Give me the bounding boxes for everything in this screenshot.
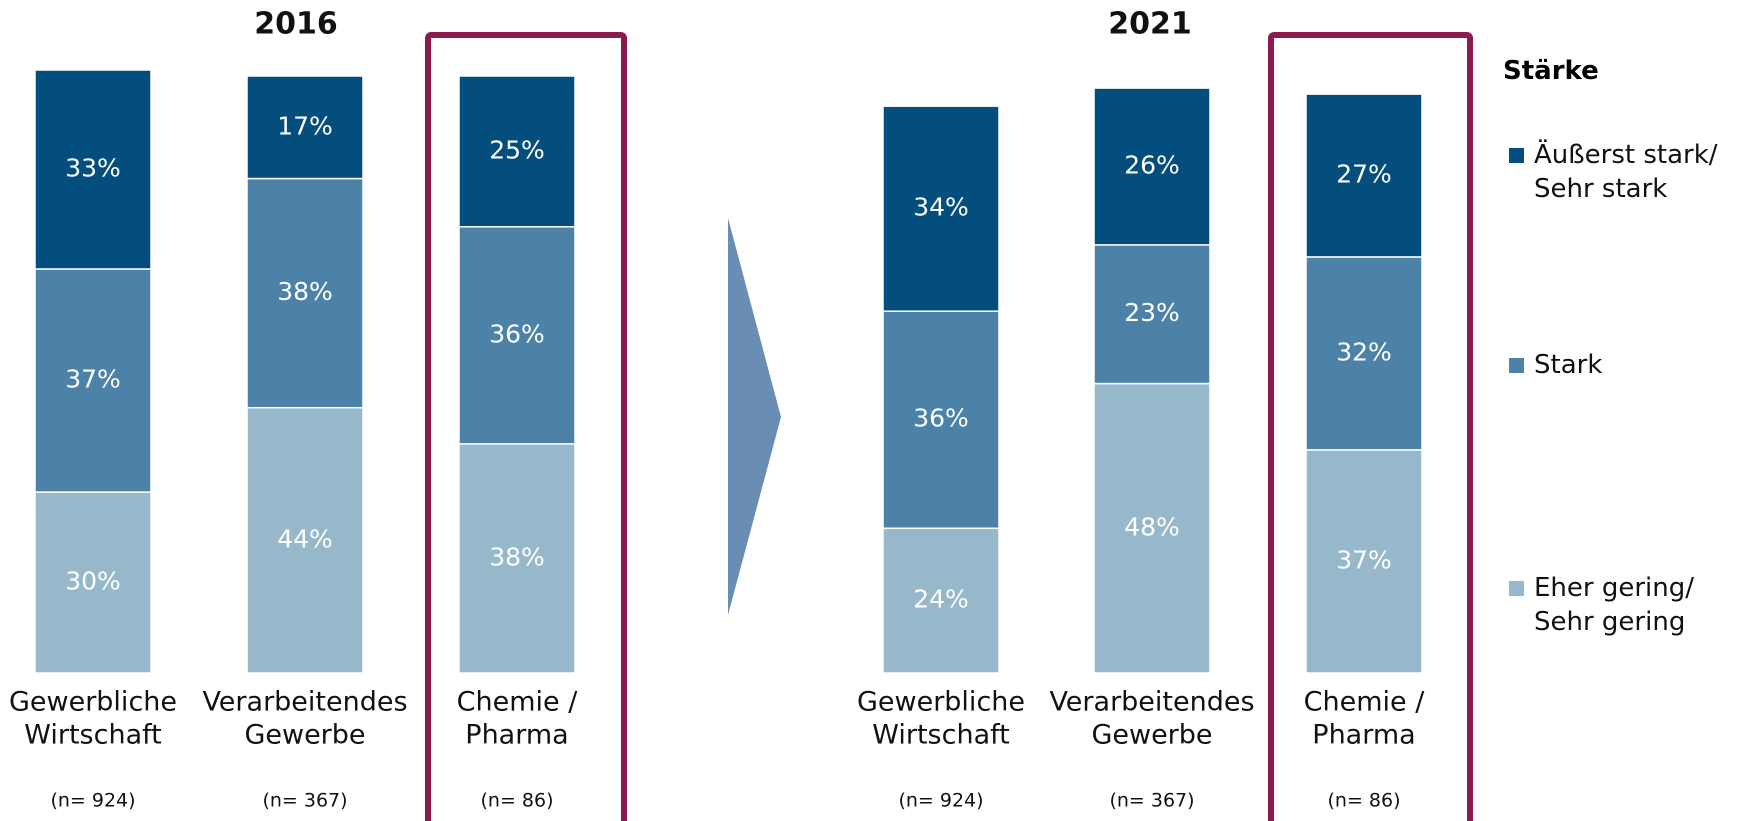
category-label: Gewerbliche (9, 687, 177, 718)
value-label: 44% (277, 524, 333, 553)
value-label: 38% (277, 277, 333, 306)
category-label: Wirtschaft (24, 720, 161, 751)
category-label: Pharma (1312, 720, 1415, 751)
category-label: Gewerbe (244, 720, 365, 751)
value-label: 30% (65, 567, 121, 596)
bar-segment (1305, 449, 1423, 674)
category-label: Chemie / (457, 687, 579, 718)
legend-title: Stärke (1503, 56, 1599, 86)
value-label: 36% (913, 404, 969, 433)
bar-segment (1305, 93, 1423, 258)
sample-size: (n= 924) (898, 790, 983, 812)
value-label: 48% (1124, 512, 1180, 541)
value-label: 38% (489, 542, 545, 571)
bar-segment (458, 75, 576, 228)
category-label: Chemie / (1304, 687, 1426, 718)
sample-size: (n= 924) (50, 790, 135, 812)
bar-segment (882, 105, 1000, 312)
sample-size: (n= 367) (262, 790, 347, 812)
bar-segment (246, 177, 364, 409)
bar-segment (882, 527, 1000, 674)
sample-size: (n= 367) (1109, 790, 1194, 812)
chart-title: 2021 (1108, 7, 1192, 42)
bar-segment (1093, 87, 1211, 246)
category-label: Pharma (465, 720, 568, 751)
bar-segment (458, 226, 576, 445)
category-label: Verarbeitendes (202, 687, 407, 718)
value-label: 36% (489, 319, 545, 348)
value-label: 27% (1336, 160, 1392, 189)
bar-segment (882, 310, 1000, 530)
arrow (728, 218, 781, 615)
value-label: 34% (913, 193, 969, 222)
value-label: 37% (65, 365, 121, 394)
bar-segment (246, 406, 364, 674)
bar-segment (458, 443, 576, 674)
legend-label: Stark (1534, 350, 1603, 380)
value-label: 37% (1336, 545, 1392, 574)
value-label: 32% (1336, 337, 1392, 366)
value-label: 23% (1124, 298, 1180, 327)
bar-segment (1093, 244, 1211, 385)
bar-segment (34, 491, 152, 674)
legend-label: Eher gering/ Sehr gering (1534, 573, 1695, 637)
bar-segment (34, 69, 152, 270)
highlight-box (425, 32, 627, 821)
value-label: 25% (489, 135, 545, 164)
category-label: Gewerbe (1091, 720, 1212, 751)
bar-segment (1093, 382, 1211, 674)
category-label: Verarbeitendes (1049, 687, 1254, 718)
legend-swatch (1509, 358, 1524, 373)
sample-size: (n= 86) (480, 790, 553, 812)
legend-label: Äußerst stark/ Sehr stark (1534, 140, 1718, 204)
value-label: 26% (1124, 150, 1180, 179)
value-label: 17% (277, 111, 333, 140)
bar-segment (246, 75, 364, 180)
legend-swatch (1509, 581, 1524, 596)
value-label: 24% (913, 585, 969, 614)
bar-segment (34, 268, 152, 493)
category-label: Gewerbliche (857, 687, 1025, 718)
sample-size: (n= 86) (1327, 790, 1400, 812)
legend-swatch (1509, 148, 1524, 163)
bar-segment (1305, 256, 1423, 451)
highlight-box (1268, 32, 1473, 821)
category-label: Wirtschaft (872, 720, 1009, 751)
value-label: 33% (65, 153, 121, 182)
chart-title: 2016 (254, 7, 338, 42)
